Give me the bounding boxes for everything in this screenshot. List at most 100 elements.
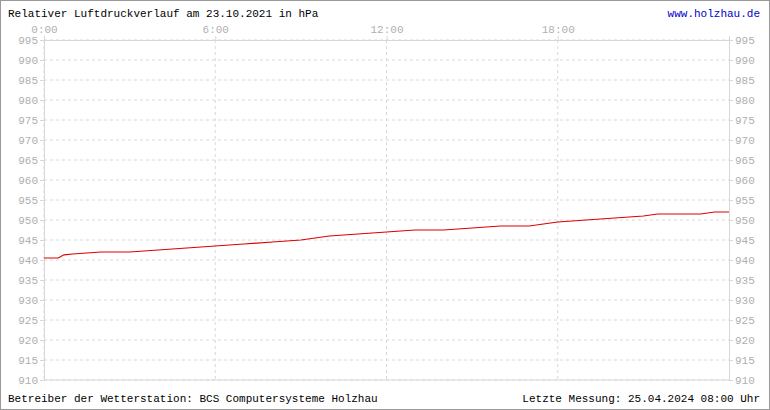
url: www.holzhau.de xyxy=(668,8,760,20)
grid-line xyxy=(44,140,729,141)
tick-label: 0:00 xyxy=(31,24,57,36)
tick: 12:00 xyxy=(370,24,403,40)
tick-label: 18:00 xyxy=(542,24,575,36)
tick-mark xyxy=(40,180,44,181)
tick: 0:00 xyxy=(31,24,57,40)
tick: 950 xyxy=(729,215,755,227)
tick-label: 6:00 xyxy=(203,24,229,36)
grid xyxy=(44,40,729,380)
tick: 945 xyxy=(729,235,755,247)
tick-label: 12:00 xyxy=(370,24,403,36)
tick-mark xyxy=(40,220,44,221)
tick: 920 xyxy=(18,335,44,347)
grid-line xyxy=(44,320,729,321)
tick-mark xyxy=(40,160,44,161)
tick-mark xyxy=(40,320,44,321)
tick-label: 945 xyxy=(18,235,38,247)
tick-mark xyxy=(40,240,44,241)
tick-mark xyxy=(40,340,44,341)
tick-label: 935 xyxy=(18,275,38,287)
tick-label: 970 xyxy=(735,135,755,147)
tick-mark xyxy=(387,36,388,40)
tick-label: 965 xyxy=(735,155,755,167)
tick-mark xyxy=(40,280,44,281)
tick: 940 xyxy=(729,255,755,267)
grid-line xyxy=(44,200,729,201)
tick-mark xyxy=(40,40,44,41)
tick-mark xyxy=(40,60,44,61)
tick: 930 xyxy=(18,295,44,307)
tick-mark xyxy=(729,380,733,381)
tick-label: 975 xyxy=(18,115,38,127)
tick-label: 995 xyxy=(18,35,38,47)
tick-mark xyxy=(729,220,733,221)
tick-label: 980 xyxy=(18,95,38,107)
tick: 930 xyxy=(729,295,755,307)
tick: 965 xyxy=(18,155,44,167)
y-axis-left: 9109159209259309359409459509559609659709… xyxy=(18,35,44,387)
tick-label: 970 xyxy=(18,135,38,147)
tick: 935 xyxy=(729,275,755,287)
tick: 945 xyxy=(18,235,44,247)
grid-line xyxy=(215,40,216,380)
tick-mark xyxy=(729,260,733,261)
tick-mark xyxy=(729,360,733,361)
tick: 920 xyxy=(729,335,755,347)
tick-label: 915 xyxy=(18,355,38,367)
tick-label: 910 xyxy=(18,375,38,387)
tick-label: 980 xyxy=(735,95,755,107)
y-axis-right: 9109159209259309359409459509559609659709… xyxy=(729,35,755,387)
tick-label: 950 xyxy=(18,215,38,227)
tick: 925 xyxy=(18,315,44,327)
chart: 910 915 920 925 930 935 940 945 950 955 960 965 970 9… xyxy=(0,0,770,410)
x-axis: 0:00 6:00 12:00 18:00 xyxy=(31,24,729,41)
grid-line xyxy=(557,40,558,380)
tick: 925 xyxy=(729,315,755,327)
tick-mark xyxy=(729,100,733,101)
line xyxy=(44,212,729,258)
tick-label: 955 xyxy=(735,195,755,207)
tick-label: 920 xyxy=(18,335,38,347)
tick-label: 915 xyxy=(735,355,755,367)
tick: 980 xyxy=(729,95,755,107)
tick: 910 xyxy=(18,375,44,387)
tick: 985 xyxy=(729,75,755,87)
tick-label: 995 xyxy=(735,35,755,47)
tick: 950 xyxy=(18,215,44,227)
tick-label: 990 xyxy=(18,55,38,67)
tick: 995 xyxy=(729,35,755,47)
tick: 960 xyxy=(18,175,44,187)
tick-mark xyxy=(40,200,44,201)
tick: 975 xyxy=(729,115,755,127)
tick-mark xyxy=(729,120,733,121)
tick-mark xyxy=(40,260,44,261)
tick-mark xyxy=(40,380,44,381)
tick: 935 xyxy=(18,275,44,287)
tick-label: 930 xyxy=(735,295,755,307)
background xyxy=(1,1,770,410)
tick-label: 935 xyxy=(735,275,755,287)
tick: 18:00 xyxy=(542,24,575,40)
tick-label: 925 xyxy=(735,315,755,327)
tick-mark xyxy=(215,36,216,40)
tick-mark xyxy=(40,100,44,101)
tick-label: 960 xyxy=(735,175,755,187)
tick-label: 960 xyxy=(18,175,38,187)
tick-label: 920 xyxy=(735,335,755,347)
tick-label: 945 xyxy=(735,235,755,247)
tick-mark xyxy=(729,140,733,141)
tick-mark xyxy=(729,160,733,161)
tick-mark xyxy=(729,320,733,321)
tick: 970 xyxy=(729,135,755,147)
tick-mark xyxy=(729,180,733,181)
tick-mark xyxy=(40,120,44,121)
tick: 995 xyxy=(18,35,44,47)
tick: 940 xyxy=(18,255,44,267)
tick-label: 965 xyxy=(18,155,38,167)
tick-label: 985 xyxy=(18,75,38,87)
tick: 955 xyxy=(729,195,755,207)
tick: 915 xyxy=(729,355,755,367)
tick-label: 940 xyxy=(18,255,38,267)
tick-label: 930 xyxy=(18,295,38,307)
grid-line xyxy=(386,40,387,380)
